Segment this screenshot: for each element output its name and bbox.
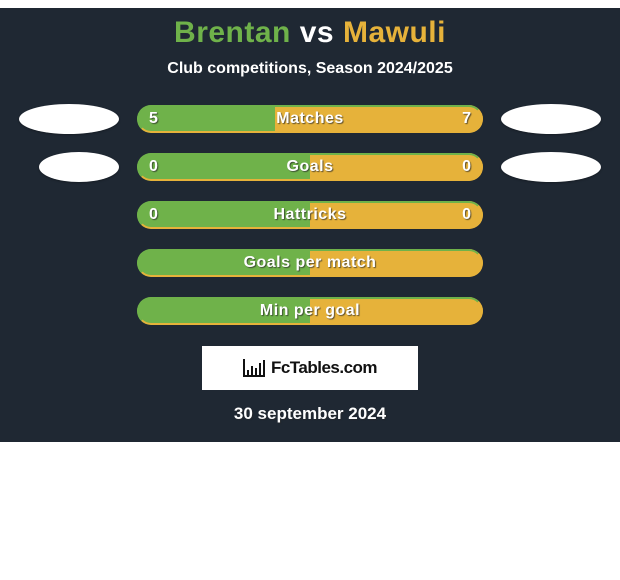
- vs-label: vs: [300, 16, 334, 49]
- stat-bar: Hattricks0 0: [137, 201, 483, 229]
- player-left-name: Brentan: [174, 16, 291, 49]
- stat-value-left: 0: [149, 201, 158, 229]
- stat-value-right: 7: [462, 105, 471, 133]
- stat-label: Matches: [137, 105, 483, 133]
- stat-bar: Goals per match: [137, 249, 483, 277]
- subtitle: Club competitions, Season 2024/2025: [0, 54, 620, 104]
- stat-value-left: 5: [149, 105, 158, 133]
- stat-row: Matches5 7: [0, 104, 620, 134]
- comparison-card: Brentan vs Mawuli Club competitions, Sea…: [0, 0, 620, 442]
- stat-row: Hattricks0 0: [0, 200, 620, 230]
- chart-icon: [243, 359, 265, 377]
- stat-label: Min per goal: [137, 297, 483, 325]
- flag-spacer: [501, 248, 601, 278]
- flag-spacer: [501, 200, 601, 230]
- stat-label: Hattricks: [137, 201, 483, 229]
- flag-left: [39, 152, 119, 182]
- stat-value-right: 0: [462, 201, 471, 229]
- stat-row: Goals per match: [0, 248, 620, 278]
- stat-label: Goals: [137, 153, 483, 181]
- flag-spacer: [19, 200, 119, 230]
- flag-spacer: [501, 296, 601, 326]
- flag-left: [19, 104, 119, 134]
- stat-value-right: 0: [462, 153, 471, 181]
- stat-bar: Matches5 7: [137, 105, 483, 133]
- flag-right: [501, 104, 601, 134]
- footer-date: 30 september 2024: [0, 390, 620, 424]
- stat-bar: Min per goal: [137, 297, 483, 325]
- card-body: Brentan vs Mawuli Club competitions, Sea…: [0, 8, 620, 442]
- branding-box: FcTables.com: [202, 346, 418, 390]
- stat-row: Min per goal: [0, 296, 620, 326]
- flag-spacer: [19, 296, 119, 326]
- stats-rows: Matches57Goals00Hattricks00Goals per mat…: [0, 104, 620, 326]
- stat-label: Goals per match: [137, 249, 483, 277]
- branding-text: FcTables.com: [271, 358, 377, 378]
- flag-spacer: [19, 248, 119, 278]
- title: Brentan vs Mawuli: [0, 8, 620, 54]
- flag-right: [501, 152, 601, 182]
- stat-value-left: 0: [149, 153, 158, 181]
- stat-row: Goals0 0: [0, 152, 620, 182]
- player-right-name: Mawuli: [343, 16, 446, 49]
- stat-bar: Goals0 0: [137, 153, 483, 181]
